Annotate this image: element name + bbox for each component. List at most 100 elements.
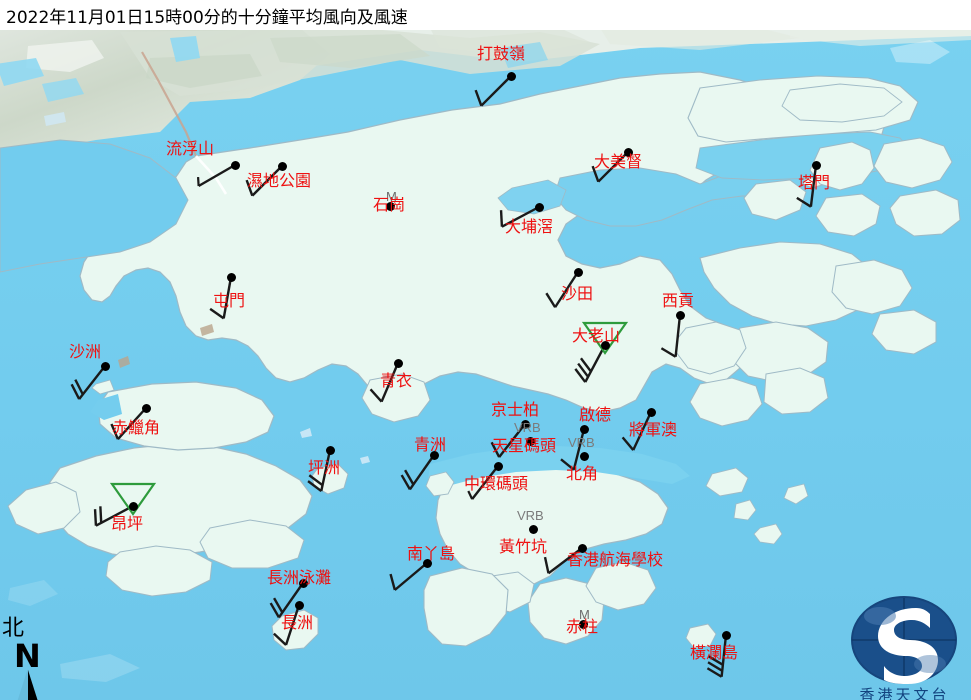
page-title: 2022年11月01日15時00分的十分鐘平均風向及風速: [6, 8, 408, 28]
wind-barb-icon: [574, 344, 607, 383]
maintenance-label: M: [579, 607, 590, 622]
station-name-label: 京士柏: [491, 400, 540, 419]
station-name-label: 赤柱: [566, 617, 599, 636]
station-name-label: 坪洲: [308, 458, 341, 477]
station-name-label: 西貢: [662, 291, 695, 310]
wind-barb-icon: [389, 562, 428, 591]
station-dot[interactable]: [721, 630, 731, 640]
station-name-label: 沙田: [561, 284, 594, 303]
station-name-label: 沙洲: [69, 342, 102, 361]
station-dot[interactable]: [294, 600, 304, 610]
station-name-label: 青衣: [380, 371, 413, 390]
wind-barb-icon: [499, 205, 540, 228]
station-name-label: 濕地公園: [247, 171, 312, 190]
wind-barb-icon: [467, 465, 499, 500]
station-name-label: 北角: [566, 464, 599, 483]
wind-barb-icon: [70, 365, 106, 400]
station-name-label: 中環碼頭: [464, 474, 529, 493]
station-dot[interactable]: [528, 524, 538, 534]
title-bar: 2022年11月01日15時00分的十分鐘平均風向及風速: [0, 0, 971, 30]
station-name-label: 長洲: [281, 613, 314, 632]
station-dot[interactable]: [385, 201, 395, 211]
station-name-label: 青洲: [414, 435, 447, 454]
station-dot[interactable]: [141, 403, 151, 413]
station-name-label: 打鼓嶺: [477, 44, 526, 63]
station-dot[interactable]: [675, 310, 685, 320]
station-dot[interactable]: [277, 161, 287, 171]
compass-label-en: N: [14, 637, 41, 675]
variable-wind-label: VRB: [514, 420, 541, 435]
station-dot[interactable]: [226, 272, 236, 282]
station-name-label: 橫瀾島: [690, 643, 739, 662]
wind-barb-icon: [660, 314, 682, 358]
variable-wind-label: VRB: [517, 508, 544, 523]
wind-barb-icon: [245, 165, 283, 197]
wind-barb-icon: [269, 582, 304, 619]
station-name-label: 塔門: [798, 173, 831, 192]
wind-barb-icon: [400, 454, 435, 491]
station-dot[interactable]: [623, 147, 633, 157]
gale-warning-triangle-icon: [109, 482, 157, 516]
station-name-label: 流浮山: [166, 139, 215, 158]
wind-barb-icon: [110, 407, 147, 441]
station-name-label: 香港航海學校: [567, 550, 664, 569]
hko-emblem-icon: [851, 596, 957, 684]
wind-barb-icon: [209, 276, 233, 320]
station-name-label: 赤鱲角: [112, 418, 161, 437]
compass-needle-icon: [17, 669, 38, 700]
wind-barb-icon: [621, 411, 653, 451]
wind-barb-icon: [196, 163, 236, 188]
wind-barb-icon: [273, 604, 301, 646]
wind-barb-icon: [307, 449, 332, 493]
station-name-label: 長洲泳灘: [267, 568, 332, 587]
wind-barb-icon: [591, 151, 629, 183]
variable-wind-label: VRB: [568, 435, 595, 450]
station-name-label: 石崗: [373, 195, 406, 214]
wind-barb-icon: [474, 75, 512, 107]
wind-barb-icon: [560, 428, 586, 471]
wind-barb-icon: [369, 362, 400, 403]
maintenance-label: M: [386, 189, 397, 204]
station-dot[interactable]: [600, 340, 610, 350]
station-dot[interactable]: [534, 202, 544, 212]
station-dot[interactable]: [811, 160, 821, 170]
station-dot[interactable]: [493, 461, 503, 471]
wind-barb-icon: [490, 423, 526, 458]
wind-barb-icon: [706, 634, 728, 678]
wind-barb-icon: [545, 271, 580, 308]
station-name-label: 黃竹坑: [499, 537, 548, 556]
compass-rose: 北 N: [2, 618, 72, 700]
station-dot[interactable]: [100, 361, 110, 371]
station-dot[interactable]: [429, 450, 439, 460]
station-dot[interactable]: [646, 407, 656, 417]
station-dot[interactable]: [578, 619, 588, 629]
station-name-label: 大埔滘: [505, 217, 554, 236]
map-canvas[interactable]: 打鼓嶺 流浮山 濕地公園 M 石崗 大美督 塔門 大埔滘 沙田 西貢 大老山 屯門 青衣 沙洲 赤鱲角 昂坪坪…: [0, 28, 971, 700]
station-dot[interactable]: [579, 424, 589, 434]
station-dot[interactable]: [422, 558, 432, 568]
station-dot[interactable]: [573, 267, 583, 277]
station-name-label: 昂坪: [111, 514, 144, 533]
station-dot[interactable]: [298, 578, 308, 588]
compass-label-cn: 北: [2, 616, 25, 641]
station-dot[interactable]: [393, 358, 403, 368]
station-dot[interactable]: [325, 445, 335, 455]
station-dot[interactable]: [520, 419, 530, 429]
station-name-label: 啟德: [579, 405, 612, 424]
station-dot[interactable]: [579, 451, 589, 461]
station-dot[interactable]: [230, 160, 240, 170]
wind-barb-icon: [796, 164, 818, 208]
station-name-label: 大美督: [594, 152, 643, 171]
gale-warning-triangle-icon: [581, 321, 629, 355]
map-basemap: [0, 28, 971, 700]
station-dot[interactable]: [506, 71, 516, 81]
station-name-label: 天星碼頭: [492, 436, 557, 455]
station-name-label: 大老山: [572, 326, 621, 345]
logo-name-cn: 香港天文台: [859, 686, 950, 700]
station-dot[interactable]: [128, 501, 138, 511]
station-name-label: 屯門: [213, 291, 246, 310]
hko-logo: 香港天文台 HONG KONG OBSERVATORY: [838, 594, 971, 700]
station-dot[interactable]: [525, 436, 535, 446]
station-dot[interactable]: [577, 543, 587, 553]
